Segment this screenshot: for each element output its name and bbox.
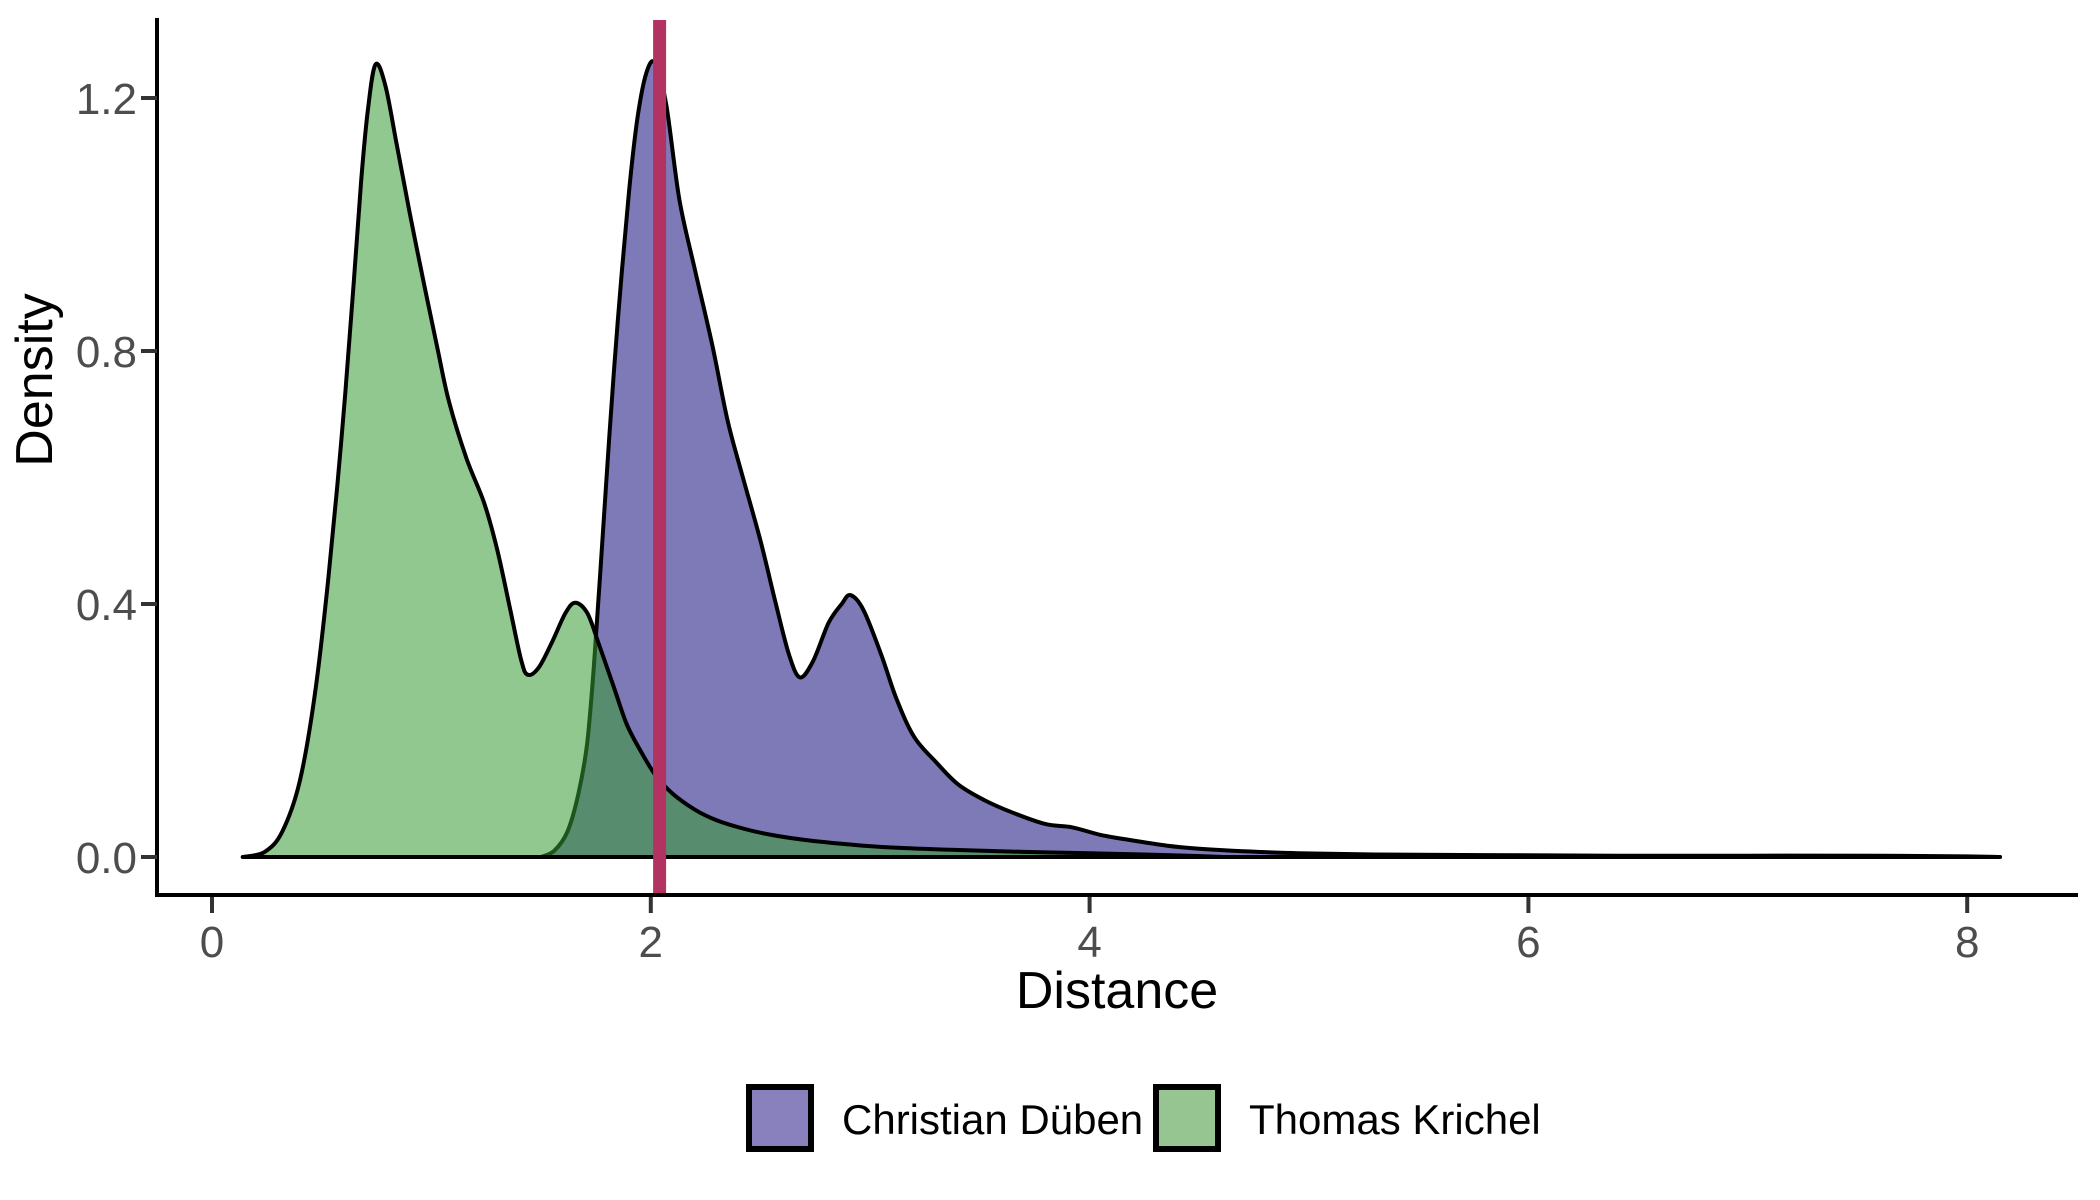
legend-label-thomas-krichel: Thomas Krichel <box>1249 1096 1541 1143</box>
legend-swatch-christian-duben <box>746 1084 814 1152</box>
x-tick-label: 2 <box>639 918 663 967</box>
density-curve-0 <box>539 59 2003 859</box>
reference-vline <box>653 20 667 896</box>
y-tick-label: 0.0 <box>76 834 137 883</box>
x-axis-title: Distance <box>1016 962 1218 1020</box>
y-tick-label: 0.4 <box>76 581 137 630</box>
x-tick-label: 4 <box>1077 918 1101 967</box>
vline-layer <box>653 20 667 896</box>
legend-swatch-thomas-krichel <box>1153 1084 1221 1152</box>
ticks-layer: 0 2 4 6 8 0.0 0.4 0.8 1.2 <box>76 75 1980 967</box>
y-tick-label: 1.2 <box>76 75 137 124</box>
axes-layer <box>155 18 2078 897</box>
x-tick-label: 8 <box>1955 918 1979 967</box>
curves-layer <box>240 59 2003 859</box>
y-tick-label: 0.8 <box>76 328 137 377</box>
x-tick-label: 0 <box>200 918 224 967</box>
legend-label-christian-duben: Christian Düben <box>842 1096 1144 1143</box>
x-tick-label: 6 <box>1516 918 1540 967</box>
y-axis-title: Density <box>6 293 64 466</box>
density-curve-1 <box>240 61 1226 859</box>
